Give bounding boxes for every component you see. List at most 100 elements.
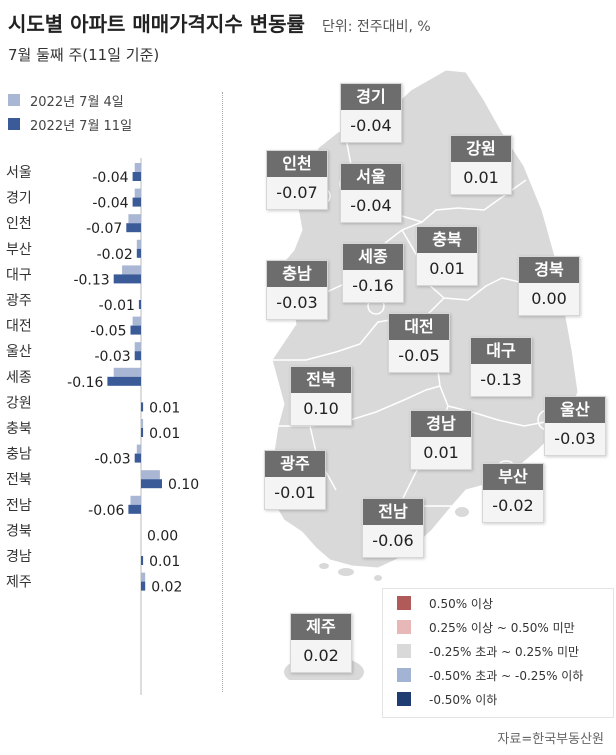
category-label: 경남 xyxy=(6,549,32,565)
region-value: 0.01 xyxy=(423,443,459,462)
region-name: 충북 xyxy=(417,227,477,253)
legend-swatch-current xyxy=(8,118,20,130)
region-name: 전남 xyxy=(363,499,423,525)
bar-prev-week xyxy=(134,163,141,172)
map-legend-label: 0.50% 이상 xyxy=(429,596,494,611)
region-label: 전북 0.10 xyxy=(290,366,352,426)
map-legend-swatch xyxy=(397,644,411,658)
data-label: -0.13 xyxy=(73,272,109,288)
region-value: 0.01 xyxy=(463,168,499,187)
region-label: 경기 -0.04 xyxy=(340,83,402,143)
category-label: 경기 xyxy=(6,191,32,207)
region-name: 서울 xyxy=(341,164,401,190)
bar-this-week xyxy=(141,556,144,565)
bar-this-week xyxy=(113,274,141,284)
region-name: 충남 xyxy=(267,261,327,287)
bar-prev-week xyxy=(134,342,141,352)
data-label: 0.01 xyxy=(149,554,180,570)
map-legend-label: -0.25% 초과 ~ 0.25% 미만 xyxy=(429,644,580,659)
legend-item-prev: 2022년 7월 4일 xyxy=(8,88,132,112)
region-label: 경북 0.00 xyxy=(518,256,580,316)
bar-this-week xyxy=(138,300,141,309)
category-label: 전남 xyxy=(6,498,32,514)
region-label: 제주 0.02 xyxy=(290,613,352,673)
region-name: 세종 xyxy=(343,244,403,270)
region-label: 대전 -0.05 xyxy=(388,313,450,373)
bar-this-week xyxy=(134,351,141,361)
map-legend: 0.50% 이상 0.25% 이상 ~ 0.50% 미만 -0.25% 초과 ~… xyxy=(382,588,614,718)
bar-prev-week xyxy=(122,265,141,275)
region-value: -0.04 xyxy=(350,116,392,135)
data-label: -0.05 xyxy=(90,324,126,340)
legend-label-current: 2022년 7월 11일 xyxy=(30,118,133,134)
region-value: -0.01 xyxy=(274,483,316,502)
bar-this-week xyxy=(141,428,144,437)
region-value: -0.07 xyxy=(276,183,318,202)
category-label: 강원 xyxy=(6,395,32,411)
map-legend-label: -0.50% 초과 ~ -0.25% 이하 xyxy=(429,668,584,683)
bar-prev-week xyxy=(136,444,141,454)
region-label: 광주 -0.01 xyxy=(264,450,326,510)
region-value: -0.03 xyxy=(276,293,318,312)
data-label: -0.04 xyxy=(92,170,128,186)
bar-prev-week xyxy=(141,470,160,480)
region-value: 0.02 xyxy=(303,646,339,665)
category-label: 서울 xyxy=(6,165,32,181)
data-label: -0.03 xyxy=(94,349,130,365)
bar-this-week xyxy=(141,479,162,489)
region-value: 0.01 xyxy=(429,259,465,278)
category-label: 광주 xyxy=(6,293,32,309)
bar-this-week xyxy=(136,248,141,258)
map-legend-swatch xyxy=(397,596,411,610)
bar-this-week xyxy=(141,581,146,591)
bar-this-week xyxy=(132,172,141,181)
region-name: 전북 xyxy=(291,367,351,393)
data-label: -0.07 xyxy=(86,221,122,237)
region-value: -0.13 xyxy=(480,370,522,389)
bar-this-week xyxy=(132,197,141,207)
region-label: 울산 -0.03 xyxy=(544,396,606,456)
category-label: 부산 xyxy=(6,242,32,258)
map-legend-item: 0.50% 이상 xyxy=(383,591,613,615)
category-label: 충남 xyxy=(6,447,32,463)
islands xyxy=(319,507,469,581)
category-label: 충북 xyxy=(6,421,32,437)
bar-prev-week xyxy=(136,239,141,249)
chart-title: 시도별 아파트 매매가격지수 변동률 xyxy=(8,12,305,36)
region-name: 강원 xyxy=(451,136,511,162)
region-name: 경북 xyxy=(519,257,579,283)
unit-label: 단위: 전주대비, % xyxy=(322,19,431,35)
region-value: -0.03 xyxy=(554,429,596,448)
region-label: 세종 -0.16 xyxy=(342,243,404,303)
region-name: 대전 xyxy=(389,314,449,340)
bar-this-week xyxy=(126,223,141,233)
region-label: 부산 -0.02 xyxy=(482,463,544,523)
bar-prev-week xyxy=(141,572,146,582)
map-legend-item: -0.50% 초과 ~ -0.25% 이하 xyxy=(383,663,613,687)
category-label: 울산 xyxy=(6,344,32,360)
series-legend: 2022년 7월 4일 2022년 7월 11일 xyxy=(8,88,132,136)
bar-prev-week xyxy=(134,188,141,198)
map-legend-swatch xyxy=(397,692,411,706)
region-value: -0.04 xyxy=(350,196,392,215)
legend-label-prev: 2022년 7월 4일 xyxy=(30,94,124,110)
region-name: 경기 xyxy=(341,84,401,110)
source-note: 자료=한국부동산원 xyxy=(497,732,604,747)
region-name: 광주 xyxy=(265,451,325,477)
region-label: 충북 0.01 xyxy=(416,226,478,286)
bar-prev-week xyxy=(141,419,144,428)
category-label: 전북 xyxy=(6,472,32,488)
region-name: 경남 xyxy=(411,411,471,437)
legend-item-current: 2022년 7월 11일 xyxy=(8,112,132,136)
map-legend-label: -0.50% 이하 xyxy=(429,692,498,707)
region-value: 0.10 xyxy=(303,399,339,418)
bar-this-week xyxy=(128,504,141,514)
data-label: 0.01 xyxy=(149,426,180,442)
data-label: -0.01 xyxy=(99,298,135,314)
data-label: -0.16 xyxy=(67,375,103,391)
bar-this-week xyxy=(134,453,141,463)
region-label: 대구 -0.13 xyxy=(470,337,532,397)
category-label: 경북 xyxy=(6,523,32,539)
data-label: 0.00 xyxy=(147,528,178,544)
region-label: 인천 -0.07 xyxy=(266,150,328,210)
